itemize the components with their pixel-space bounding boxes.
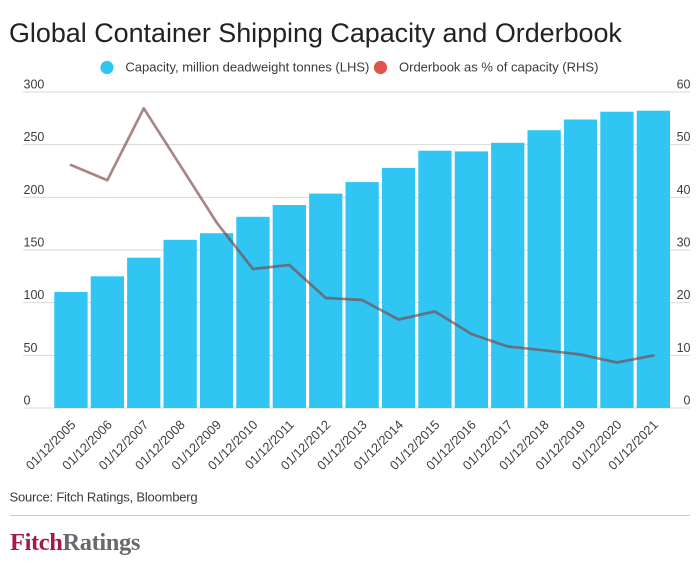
svg-text:Capacity, million deadweight t: Capacity, million deadweight tonnes (LHS… bbox=[125, 60, 369, 75]
svg-text:Source: Fitch Ratings, Bloombe: Source: Fitch Ratings, Bloomberg bbox=[10, 490, 198, 505]
svg-text:30: 30 bbox=[677, 236, 691, 250]
svg-text:250: 250 bbox=[24, 130, 45, 144]
svg-text:50: 50 bbox=[677, 130, 691, 144]
svg-text:50: 50 bbox=[24, 341, 38, 355]
svg-text:FitchRatings: FitchRatings bbox=[10, 529, 140, 556]
svg-text:300: 300 bbox=[24, 78, 45, 92]
svg-text:10: 10 bbox=[677, 341, 691, 355]
svg-text:0: 0 bbox=[24, 394, 31, 408]
svg-text:40: 40 bbox=[677, 183, 691, 197]
svg-text:60: 60 bbox=[677, 78, 691, 92]
svg-text:200: 200 bbox=[24, 183, 45, 197]
svg-text:150: 150 bbox=[24, 236, 45, 250]
svg-text:20: 20 bbox=[677, 288, 691, 302]
svg-text:0: 0 bbox=[684, 394, 691, 408]
svg-text:100: 100 bbox=[24, 288, 45, 302]
svg-text:Global Container Shipping Capa: Global Container Shipping Capacity and O… bbox=[9, 18, 622, 48]
svg-text:Orderbook as % of capacity (RH: Orderbook as % of capacity (RHS) bbox=[399, 60, 598, 75]
